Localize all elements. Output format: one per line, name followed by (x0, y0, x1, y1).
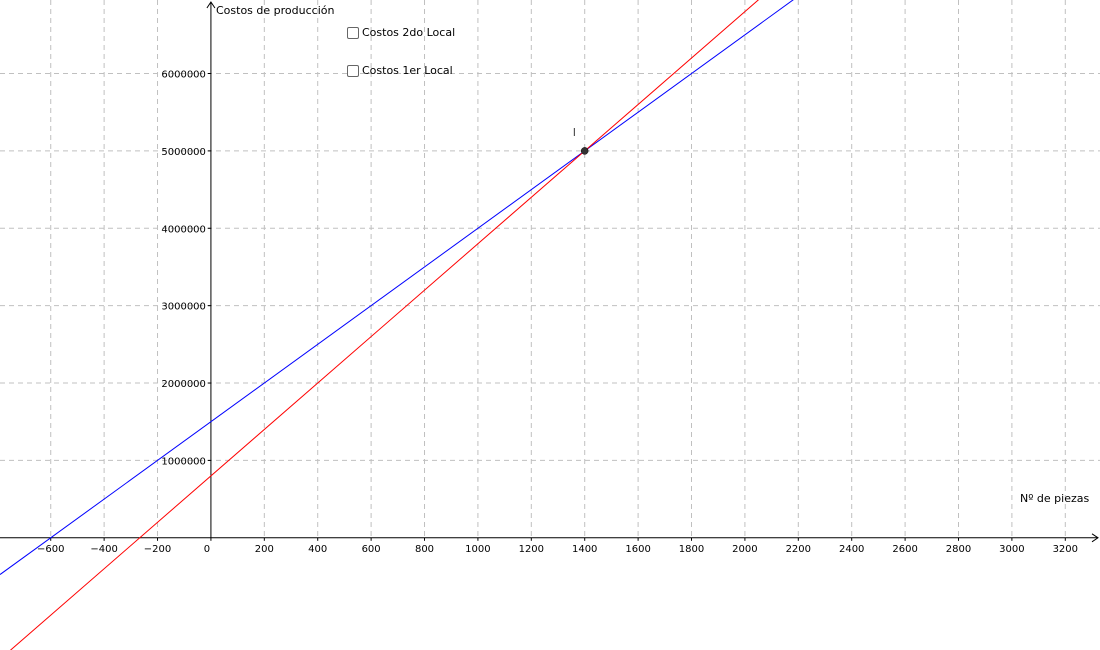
x-tick-label: 1600 (625, 544, 650, 555)
x-tick-label: 800 (415, 544, 434, 555)
x-tick-label: 400 (308, 544, 327, 555)
x-tick-label: 3000 (999, 544, 1024, 555)
x-tick-label: 600 (362, 544, 381, 555)
grid (0, 0, 1100, 538)
checkbox-label: Costos 2do Local (362, 26, 456, 39)
y-tick-label: 5000000 (161, 147, 206, 158)
checkbox-box-icon[interactable] (347, 64, 359, 77)
x-tick-label: 1400 (572, 544, 597, 555)
y-tick-label: 3000000 (161, 302, 206, 313)
series-line-1 (0, 0, 794, 575)
checkbox-box-icon[interactable] (347, 26, 359, 39)
points: I (573, 126, 589, 155)
x-tick-label: −600 (37, 544, 64, 555)
x-tick-label: 0 (204, 544, 210, 555)
axes (0, 1, 1099, 543)
point-label: I (573, 126, 576, 139)
y-tick-label: 2000000 (161, 379, 206, 390)
y-tick-label: 6000000 (161, 70, 206, 81)
y-axis-arrow-icon (206, 1, 216, 9)
x-axis-title: Nº de piezas (1020, 492, 1089, 505)
checkbox-costos-2do-local[interactable]: Costos 2do Local (347, 26, 455, 39)
x-tick-label: 1200 (519, 544, 544, 555)
y-axis-title: Costos de producción (216, 4, 334, 17)
x-tick-label: 2600 (892, 544, 917, 555)
x-tick-label: 1800 (679, 544, 704, 555)
x-axis-arrow-icon (1091, 533, 1099, 543)
checkbox-label: Costos 1er Local (362, 64, 453, 77)
x-tick-label: 200 (255, 544, 274, 555)
x-tick-label: 2800 (946, 544, 971, 555)
tick-labels: −600 −400 −200 0 200 400 600 800 1000 1200 1400 160… (37, 70, 1078, 555)
x-tick-label: 1000 (465, 544, 490, 555)
x-tick-label: −200 (144, 544, 171, 555)
x-tick-label: 2000 (732, 544, 757, 555)
x-tick-label: 3200 (1053, 544, 1078, 555)
intersection-point (580, 147, 589, 155)
x-tick-label: 2200 (786, 544, 811, 555)
y-tick-label: 1000000 (161, 456, 206, 467)
x-tick-label: 2400 (839, 544, 864, 555)
x-tick-label: −400 (90, 544, 117, 555)
checkbox-costos-1er-local[interactable]: Costos 1er Local (347, 64, 453, 77)
y-tick-label: 4000000 (161, 224, 206, 235)
